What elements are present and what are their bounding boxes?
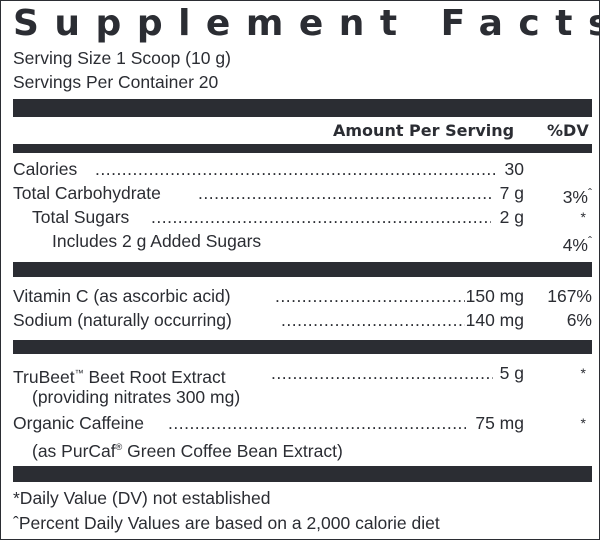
leader-dots: ........................................… [168, 413, 466, 433]
nutrient-row-vitamin-c: Vitamin C (as ascorbic acid) ...........… [13, 284, 592, 308]
leader-dots: ........................................… [281, 310, 465, 330]
leader-dots: ........................................… [151, 207, 491, 227]
ingredient-name: Organic Caffeine [13, 413, 145, 433]
nutrient-name: Calories [13, 159, 78, 179]
servings-per-container: Servings Per Container 20 [13, 72, 219, 92]
ingredient-row-trubeet: TruBeet™ Beet Root Extract .............… [13, 361, 592, 387]
nutrient-name: Total Sugars [32, 207, 130, 227]
ingredient-row-caffeine: Organic Caffeine .......................… [13, 411, 592, 435]
nutrient-amount: 30 [504, 159, 524, 179]
ingredient-amount: 75 mg [475, 413, 524, 433]
nutrient-row-total-carbohydrate: Total Carbohydrate .....................… [13, 181, 592, 207]
nutrient-row-sodium: Sodium (naturally occurring) ...........… [13, 308, 592, 332]
ingredient-subtext-purcaf: (as PurCaf® Green Coffee Bean Extract) [32, 441, 343, 461]
footnote-dv-not-established: *Daily Value (DV) not established [13, 488, 271, 508]
leader-dots: ........................................… [95, 159, 495, 179]
nutrient-amount: 150 mg [465, 286, 524, 306]
nutrient-amount: 140 mg [465, 310, 524, 330]
amount-per-serving-header: Amount Per Serving [333, 121, 515, 140]
divider-thick [13, 99, 592, 117]
nutrient-dv: 4%ˆ [562, 234, 592, 255]
nutrient-dv: * [580, 209, 586, 225]
ingredient-name: TruBeet™ Beet Root Extract [13, 367, 226, 387]
nutrient-dv: 167% [547, 286, 592, 306]
ingredient-subtext-nitrates: (providing nitrates 300 mg) [32, 387, 241, 407]
serving-size: Serving Size 1 Scoop (10 g) [13, 48, 231, 68]
divider-medium [13, 340, 592, 354]
nutrient-name: Includes 2 g Added Sugars [52, 231, 262, 251]
leader-dots: ........................................… [275, 286, 465, 306]
divider-medium [13, 466, 592, 482]
dv-header: %DV [547, 121, 589, 140]
nutrient-amount: 2 g [499, 207, 524, 227]
nutrient-name: Vitamin C (as ascorbic acid) [13, 286, 231, 306]
nutrient-amount: 7 g [499, 183, 524, 203]
divider-medium [13, 262, 592, 277]
divider-thin [13, 144, 592, 153]
ingredient-amount: 5 g [499, 363, 524, 383]
nutrient-dv: 3%ˆ [562, 186, 592, 207]
nutrient-name: Total Carbohydrate [13, 183, 161, 203]
nutrient-row-total-sugars: Total Sugars ...........................… [13, 205, 592, 229]
leader-dots: ........................................… [271, 363, 493, 383]
footnote-percent-basis: ˆPercent Daily Values are based on a 2,0… [13, 513, 440, 533]
ingredient-dv: * [580, 365, 586, 381]
label-title: Supplement Facts [13, 3, 600, 44]
nutrient-dv: 6% [566, 310, 592, 330]
nutrient-row-added-sugars: Includes 2 g Added Sugars 4%ˆ [13, 229, 592, 255]
leader-dots: ........................................… [198, 183, 491, 203]
nutrient-row-calories: Calories ...............................… [13, 157, 592, 181]
ingredient-dv: * [580, 415, 586, 431]
nutrient-name: Sodium (naturally occurring) [13, 310, 232, 330]
